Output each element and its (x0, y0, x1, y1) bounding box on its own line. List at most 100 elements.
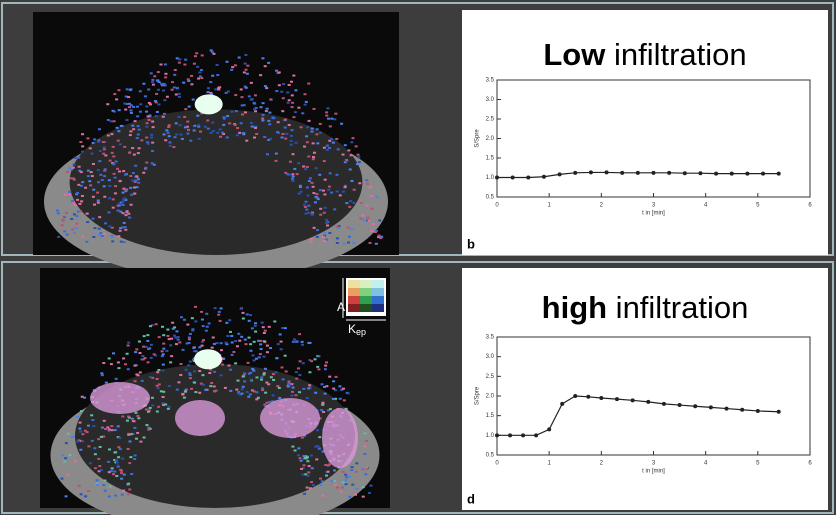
texture-dot (325, 148, 329, 151)
texture-dot (144, 408, 148, 411)
texture-dot (169, 361, 173, 364)
texture-dot (121, 415, 125, 418)
texture-dot (242, 104, 246, 107)
data-point (745, 171, 750, 176)
texture-dot (112, 172, 116, 175)
texture-dot (275, 69, 279, 72)
texture-dot (290, 129, 294, 132)
texture-dot (317, 368, 321, 371)
texture-dot (363, 452, 367, 455)
x-tick-label: 3 (652, 461, 656, 467)
texture-dot (309, 454, 313, 457)
texture-dot (377, 234, 381, 237)
texture-dot (259, 343, 263, 346)
texture-dot (326, 409, 330, 412)
texture-dot (269, 347, 273, 350)
texture-dot (134, 179, 138, 182)
texture-dot (169, 344, 173, 347)
texture-dot (227, 364, 231, 367)
texture-dot (240, 335, 244, 338)
texture-dot (280, 136, 284, 139)
texture-dot (148, 114, 152, 117)
texture-dot (292, 338, 296, 341)
texture-dot (121, 489, 125, 492)
texture-dot (148, 103, 152, 106)
texture-dot (137, 340, 141, 343)
texture-dot (93, 453, 97, 456)
texture-dot (341, 470, 345, 473)
texture-dot (142, 82, 146, 85)
texture-dot (127, 493, 131, 496)
texture-dot (286, 173, 290, 176)
x-axis-label: t in [min] (642, 469, 665, 475)
texture-dot (243, 62, 247, 65)
texture-dot (212, 385, 216, 388)
texture-dot (115, 461, 119, 464)
texture-dot (243, 111, 247, 114)
texture-dot (346, 226, 350, 229)
x-tick-label: 1 (547, 203, 551, 209)
texture-dot (294, 141, 298, 144)
texture-dot (193, 55, 197, 58)
texture-dot (156, 88, 160, 91)
texture-dot (133, 380, 137, 383)
texture-dot (310, 360, 314, 363)
texture-dot (316, 198, 320, 201)
texture-dot (253, 136, 257, 139)
texture-dot (92, 188, 96, 191)
texture-dot (72, 231, 76, 234)
texture-dot (260, 376, 264, 379)
texture-dot (161, 325, 165, 328)
texture-dot (119, 210, 123, 213)
texture-dot (81, 181, 85, 184)
texture-dot (151, 404, 155, 407)
texture-dot (265, 401, 269, 404)
texture-dot (103, 195, 107, 198)
texture-dot (161, 369, 165, 372)
texture-dot (150, 133, 154, 136)
texture-dot (95, 482, 99, 485)
texture-dot (179, 363, 183, 366)
texture-dot (265, 107, 269, 110)
texture-dot (107, 357, 111, 360)
texture-dot (236, 379, 240, 382)
texture-dot (224, 91, 228, 94)
texture-dot (340, 388, 344, 391)
texture-dot (135, 137, 139, 140)
texture-dot (93, 447, 97, 450)
texture-dot (328, 375, 332, 378)
texture-dot (361, 486, 365, 489)
texture-dot (219, 307, 223, 310)
texture-dot (366, 216, 370, 219)
texture-dot (268, 111, 272, 114)
texture-dot (138, 371, 142, 374)
texture-dot (145, 122, 149, 125)
texture-dot (325, 474, 329, 477)
texture-dot (68, 190, 72, 193)
texture-dot (175, 57, 179, 60)
texture-dot (95, 479, 99, 482)
texture-blob (90, 382, 150, 414)
texture-dot (125, 88, 129, 91)
texture-dot (245, 139, 249, 142)
texture-dot (73, 204, 77, 207)
texture-dot (298, 391, 302, 394)
texture-dot (312, 156, 316, 159)
texture-dot (326, 107, 330, 110)
texture-dot (143, 95, 147, 98)
texture-dot (287, 124, 291, 127)
texture-dot (306, 194, 310, 197)
data-point (526, 175, 531, 180)
texture-dot (261, 117, 265, 120)
texture-dot (341, 481, 345, 484)
texture-dot (263, 403, 267, 406)
texture-dot (229, 368, 233, 371)
texture-dot (75, 215, 79, 218)
texture-dot (128, 488, 132, 491)
texture-dot (262, 372, 266, 375)
texture-dot (249, 314, 253, 317)
texture-dot (242, 71, 246, 74)
texture-dot (294, 394, 298, 397)
texture-dot (107, 179, 111, 182)
texture-dot (290, 394, 294, 397)
